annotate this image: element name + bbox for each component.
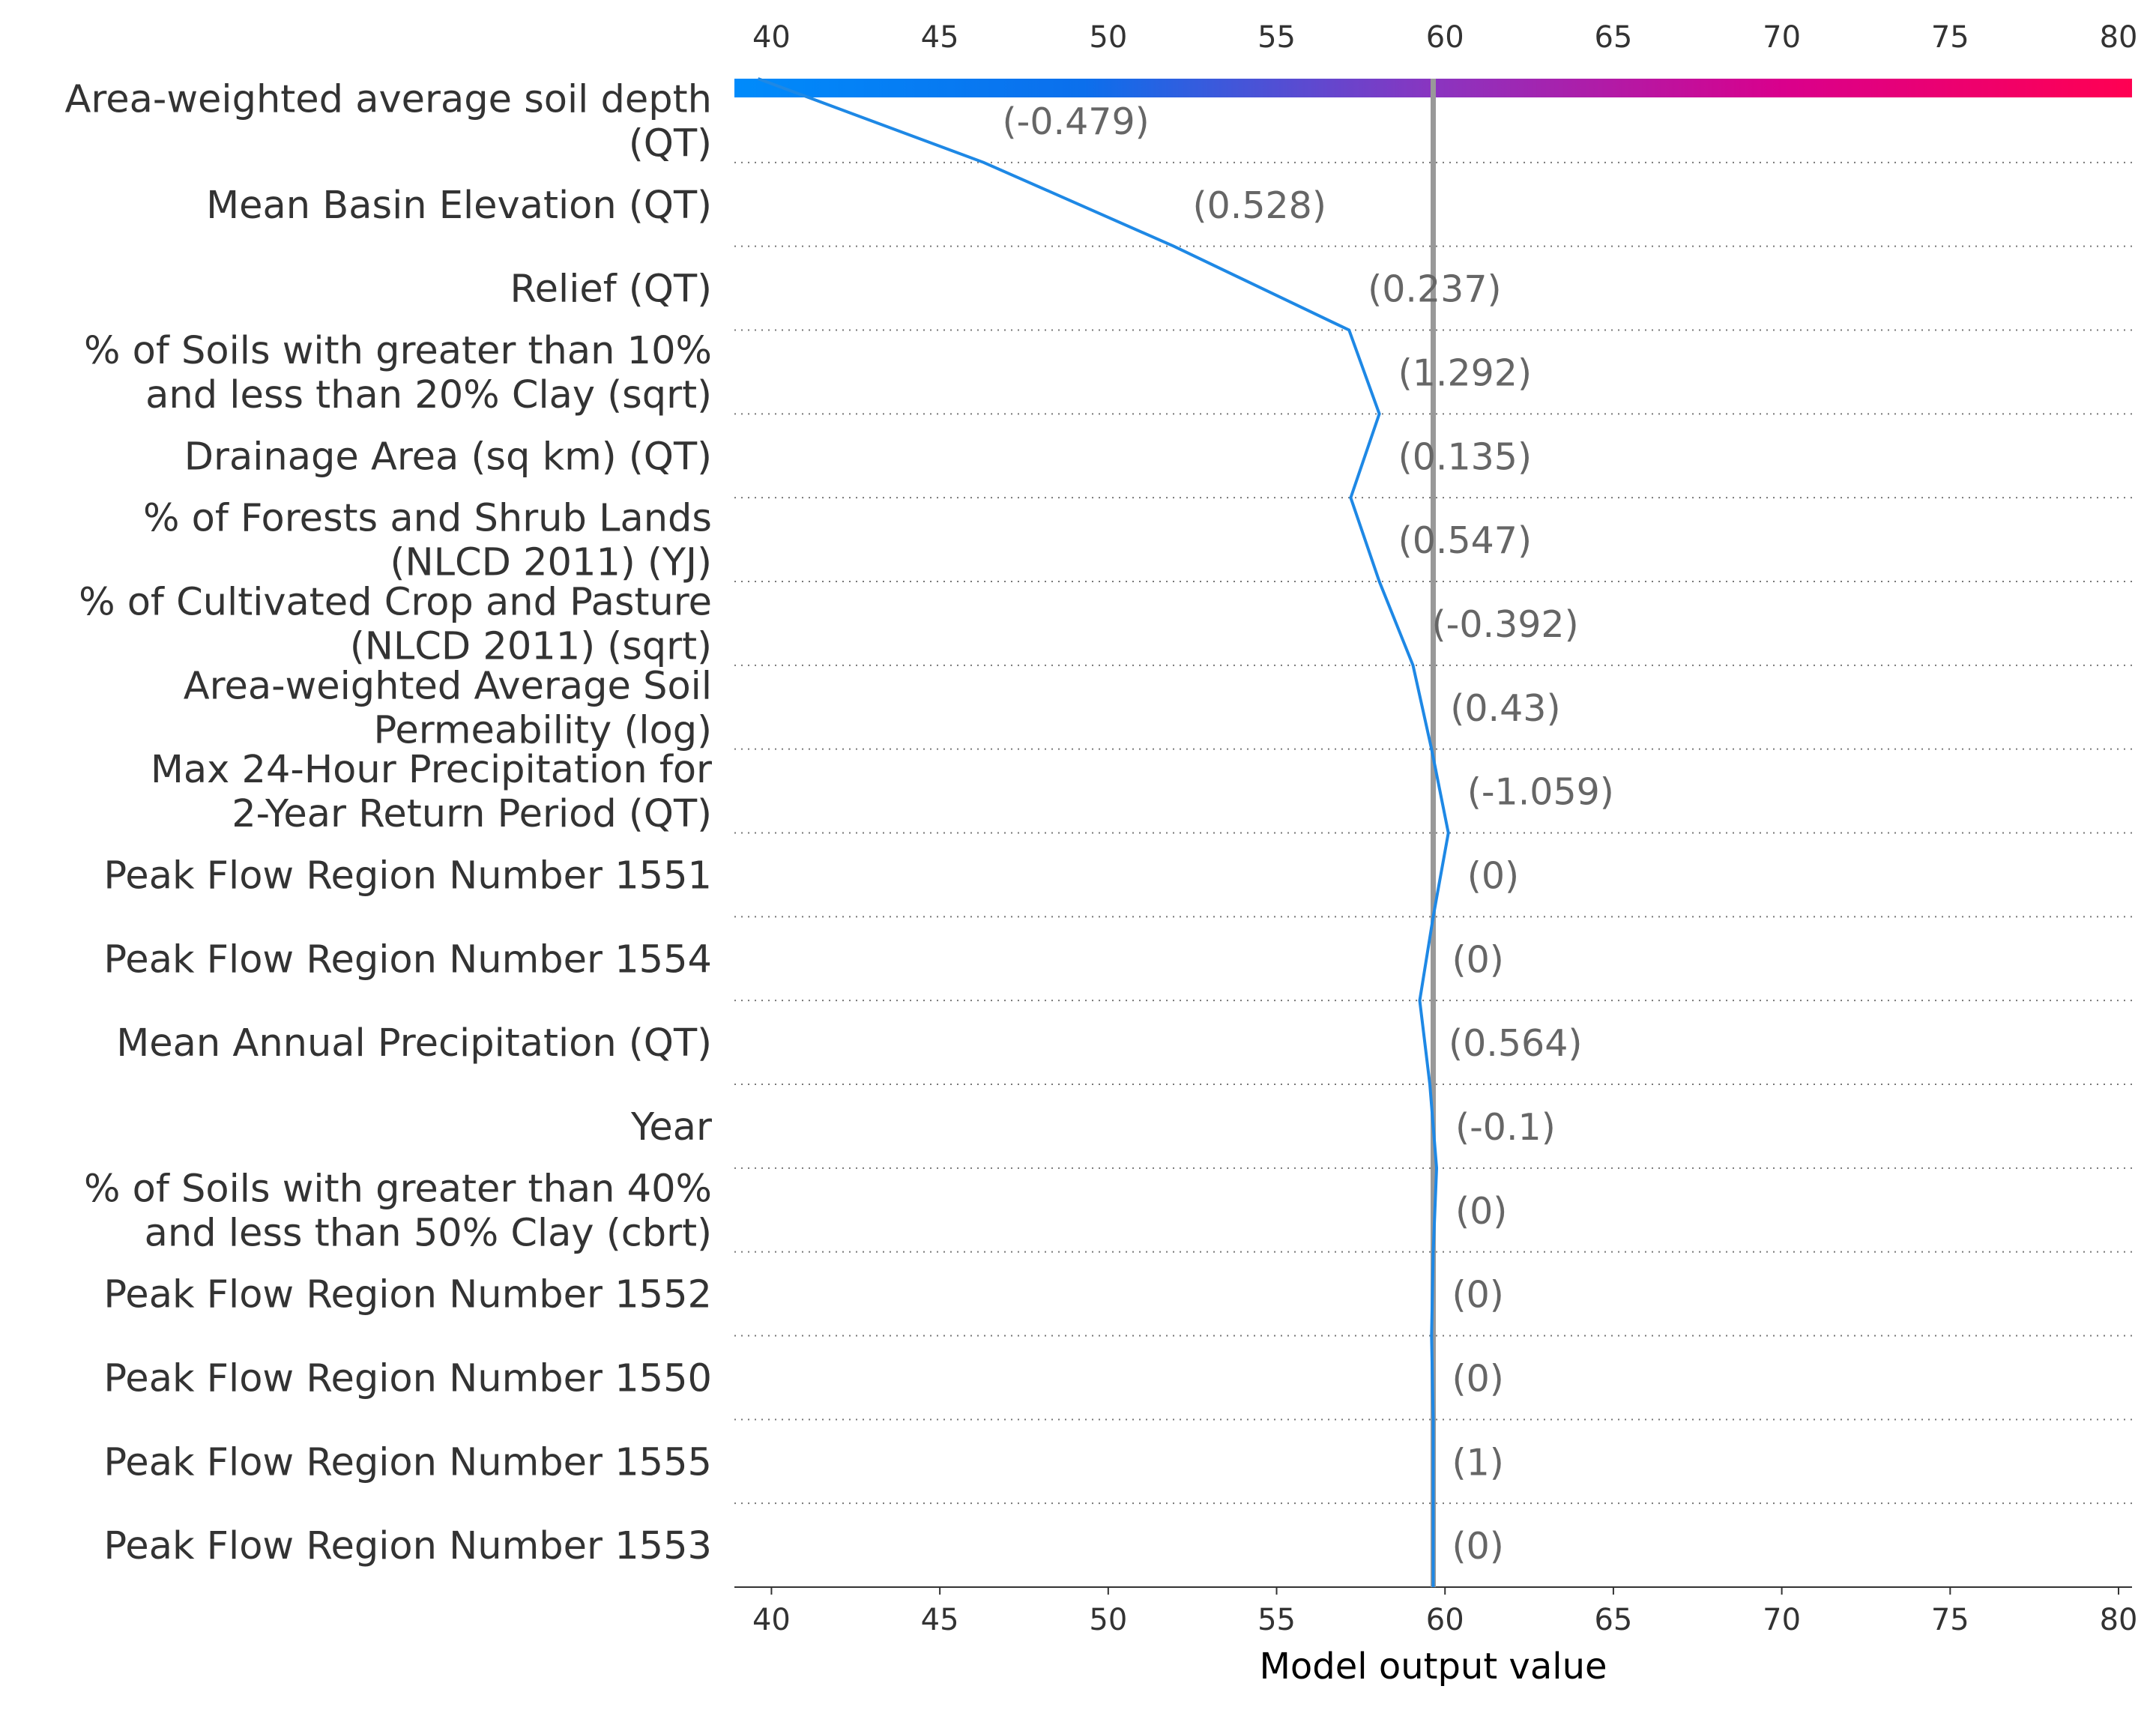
feature-label: Relief (QT) [510,268,713,312]
feature-label: % of Soils with greater than 40% [84,1167,712,1211]
x-tick-label-top: 65 [1594,20,1632,55]
x-tick-label-bottom: 40 [752,1603,791,1637]
x-tick-label-top: 50 [1089,20,1127,55]
feature-value-label: (-0.479) [1003,100,1150,143]
x-ticks-top: 40 45 50 55 60 65 70 75 80 [752,20,2137,55]
feature-value-label: (0.564) [1449,1022,1583,1065]
feature-value-label: (0) [1467,854,1519,897]
feature-label: (NLCD 2011) (sqrt) [350,624,712,668]
x-tick-label-bottom: 70 [1763,1603,1801,1637]
x-tick-label-top: 45 [921,20,959,55]
x-tick-label-top: 60 [1426,20,1464,55]
x-tick-label-top: 70 [1763,20,1801,55]
feature-label: Peak Flow Region Number 1550 [103,1356,712,1401]
x-tick-label-bottom: 55 [1257,1603,1296,1637]
feature-value-label: (0) [1452,938,1504,981]
feature-label: 2-Year Return Period (QT) [232,792,712,836]
feature-label: Peak Flow Region Number 1555 [103,1440,712,1484]
feature-label: (NLCD 2011) (YJ) [390,541,712,585]
feature-value-label: (0) [1452,1274,1504,1317]
feature-label: Year [630,1105,712,1149]
feature-value-label: (-0.392) [1432,603,1579,646]
feature-label: Drainage Area (sq km) (QT) [184,435,712,479]
feature-label: and less than 50% Clay (cbrt) [145,1211,712,1255]
x-tick-label-bottom: 65 [1594,1603,1632,1637]
feature-label: Permeability (log) [373,708,712,752]
x-tick-label-bottom: 80 [2100,1603,2138,1637]
x-tick-label-bottom: 45 [921,1603,959,1637]
feature-label: (QT) [629,121,712,166]
feature-label: Mean Annual Precipitation (QT) [116,1021,712,1066]
feature-value-label: (1.292) [1398,351,1533,394]
feature-value-label: (0.528) [1192,184,1326,227]
feature-label: Mean Basin Elevation (QT) [206,184,712,228]
x-tick-label-top: 55 [1257,20,1296,55]
feature-value-label: (0.547) [1398,519,1533,562]
feature-label: Area-weighted average soil depth [65,77,712,121]
feature-label: Max 24-Hour Precipitation for [151,748,712,792]
decision-path-line [757,77,1450,1587]
feature-label: Peak Flow Region Number 1551 [103,854,712,898]
feature-value-label: (1) [1452,1441,1504,1484]
x-ticks-bottom: 40 45 50 55 60 65 70 75 80 [752,1587,2137,1637]
feature-label: Peak Flow Region Number 1554 [103,937,712,982]
feature-value-label: (0) [1452,1525,1504,1568]
x-tick-label-top: 40 [752,20,791,55]
x-tick-label-top: 75 [1931,20,1969,55]
feature-label: Peak Flow Region Number 1552 [103,1273,712,1317]
feature-label: Area-weighted Average Soil [184,664,712,708]
feature-label: % of Forests and Shrub Lands [143,497,712,541]
x-axis-label: Model output value [1259,1646,1607,1688]
feature-value-label: (-0.1) [1455,1106,1556,1149]
feature-label: Peak Flow Region Number 1553 [103,1524,712,1568]
feature-label: and less than 20% Clay (sqrt) [145,373,712,417]
feature-value-label: (0.135) [1398,435,1533,478]
feature-label: % of Soils with greater than 10% [84,329,712,373]
feature-value-label: (0) [1455,1190,1507,1233]
feature-labels: Area-weighted average soil depth(QT) Mean… [65,77,712,1568]
feature-value-labels: (-0.479) (0.528) (0.237) (1.292) (0.135) (0.5… [1003,100,1614,1568]
feature-value-label: (0) [1452,1357,1504,1400]
feature-value-label: (0.43) [1450,687,1560,730]
x-tick-label-top: 80 [2100,20,2138,55]
feature-label: % of Cultivated Crop and Pasture [79,580,712,624]
x-tick-label-bottom: 50 [1089,1603,1127,1637]
feature-value-label: (0.237) [1368,268,1502,311]
x-tick-label-bottom: 75 [1931,1603,1969,1637]
x-tick-label-bottom: 60 [1426,1603,1464,1637]
feature-value-label: (-1.059) [1467,771,1614,814]
